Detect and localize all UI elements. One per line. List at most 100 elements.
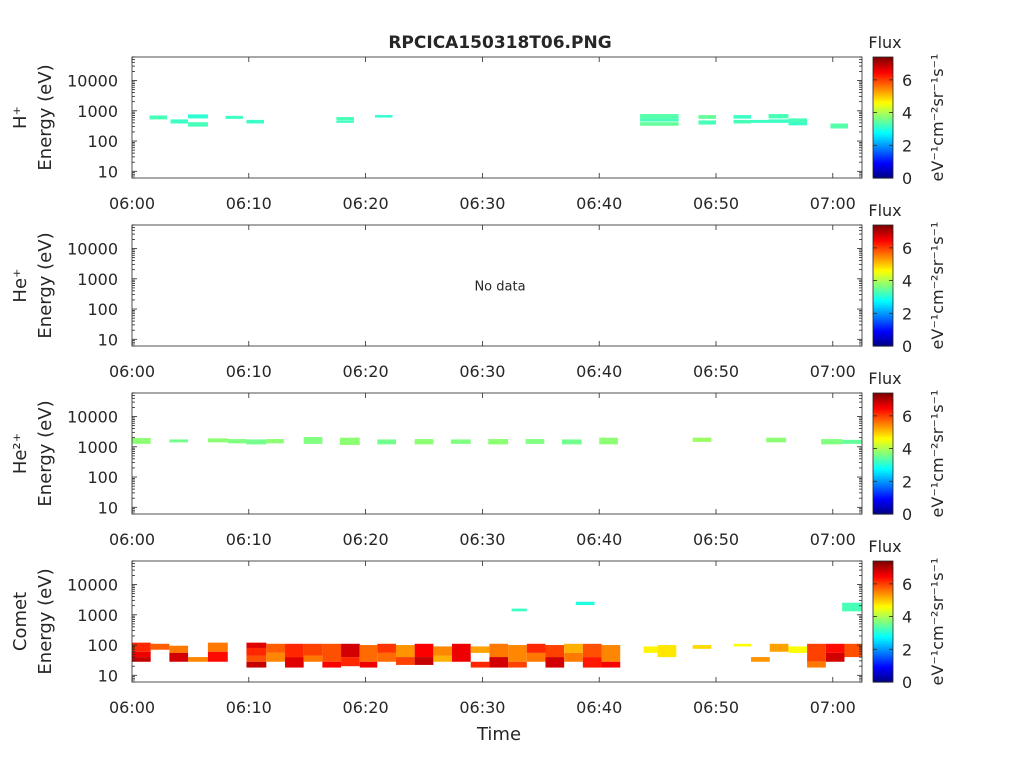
colorbar-tick-label: 2 — [902, 472, 912, 491]
heatmap-cell — [303, 437, 323, 444]
colorbar-tick-label: 6 — [902, 239, 912, 258]
colorbar-segment — [873, 629, 893, 632]
colorbar-segment — [873, 570, 893, 573]
heatmap-cell — [640, 118, 679, 122]
y-tick-label: 100 — [87, 636, 118, 655]
species-label: He²⁺ — [10, 433, 31, 474]
plot-area — [132, 225, 862, 346]
colorbar-segment — [873, 617, 893, 621]
colorbar-box — [872, 224, 894, 347]
y-tick-label: 10 — [98, 162, 118, 181]
heatmap-cell — [132, 657, 151, 662]
heatmap-cell — [733, 643, 752, 647]
colorbar-segment — [873, 344, 893, 347]
colorbar-segment — [873, 126, 893, 130]
colorbar-segment — [873, 77, 893, 81]
colorbar-segment — [873, 466, 893, 470]
colorbar-segment — [873, 445, 893, 449]
heatmap-cell — [266, 439, 284, 444]
x-tick-label: 06:40 — [576, 698, 622, 717]
heatmap-cell — [508, 645, 527, 662]
heatmap-cells — [132, 437, 862, 445]
heatmap-cell — [599, 437, 618, 445]
colorbar-segment — [873, 98, 893, 102]
colorbar-segment — [873, 153, 893, 156]
colorbar-segment — [873, 70, 893, 73]
heatmap-cell — [582, 657, 602, 668]
x-tick-label: 06:00 — [109, 362, 155, 381]
heatmap-cell — [246, 119, 264, 124]
colorbar-segment — [873, 251, 893, 254]
colorbar-segment — [873, 57, 893, 60]
colorbar-segment — [873, 270, 893, 273]
colorbar-segment — [873, 226, 893, 230]
colorbar-segment — [873, 74, 893, 77]
colorbar-segment — [873, 134, 893, 138]
colorbar-segment — [873, 96, 893, 100]
colorbar-segment — [873, 160, 893, 164]
energy-label: Energy (eV) — [35, 64, 56, 170]
colorbar-segment — [873, 479, 893, 483]
colorbar-segment — [873, 100, 893, 103]
colorbar-segment — [873, 587, 893, 590]
heatmap-cell — [414, 439, 434, 445]
heatmap-cell — [561, 439, 582, 445]
y-tick-label: 1000 — [77, 270, 118, 289]
y-tick-label: 10000 — [67, 72, 118, 91]
heatmap-cell — [470, 661, 490, 668]
colorbar-segment — [873, 291, 893, 294]
heatmap-cell — [246, 439, 267, 445]
heatmap-cell — [377, 652, 396, 662]
colorbar-segment — [873, 595, 893, 598]
colorbar-segment — [873, 613, 893, 617]
heatmap-cell — [601, 661, 621, 668]
colorbar-segment — [873, 262, 893, 266]
colorbar-segment — [873, 108, 893, 111]
x-tick-label: 06:10 — [226, 194, 272, 213]
colorbar-segment — [873, 468, 893, 472]
colorbar-segment — [873, 236, 893, 239]
colorbar-segment — [873, 483, 893, 487]
heatmap-cell — [132, 651, 151, 658]
x-tick-label: 06:00 — [109, 194, 155, 213]
colorbar-segment — [873, 498, 893, 502]
colorbar-tick-label: 4 — [902, 104, 912, 123]
colorbar-segment — [873, 293, 893, 296]
colorbar-segment — [873, 462, 893, 466]
colorbar-segment — [873, 640, 893, 643]
colorbar-segment — [873, 508, 893, 511]
colorbar-segment — [873, 159, 893, 162]
colorbar-segment — [873, 83, 893, 86]
heatmap-cell — [751, 119, 769, 123]
colorbar-segment — [873, 476, 893, 479]
colorbar-segment — [873, 447, 893, 451]
colorbar-segment — [873, 151, 893, 155]
heatmap-cell — [414, 643, 434, 658]
heatmap-cell — [359, 661, 378, 668]
heatmap-cell — [149, 115, 168, 120]
colorbar-segment — [873, 279, 893, 283]
colorbar-segment — [873, 600, 893, 604]
colorbar-tick-label: 4 — [902, 272, 912, 291]
x-tick-label: 06:50 — [693, 698, 739, 717]
heatmap-cell — [842, 602, 862, 612]
heatmap-cell — [132, 438, 151, 444]
y-tick-label: 100 — [87, 300, 118, 319]
heatmap-cell — [285, 657, 304, 668]
colorbar-segment — [873, 274, 893, 277]
colorbar-segment — [873, 578, 893, 581]
colorbar-segment — [873, 92, 893, 96]
colorbar-segment — [873, 287, 893, 290]
heatmap-cell — [246, 642, 267, 648]
colorbar-segment — [873, 500, 893, 504]
colorbar-segment — [873, 593, 893, 596]
colorbar-tick-label: 0 — [902, 673, 912, 692]
heatmap-cell — [769, 643, 789, 652]
colorbar-segment — [873, 145, 893, 149]
heatmap-cell — [511, 608, 527, 612]
colorbar-tick-label: 2 — [902, 640, 912, 659]
colorbar-segment — [873, 170, 893, 173]
x-tick-label: 06:20 — [343, 362, 389, 381]
colorbar-segment — [873, 425, 893, 428]
